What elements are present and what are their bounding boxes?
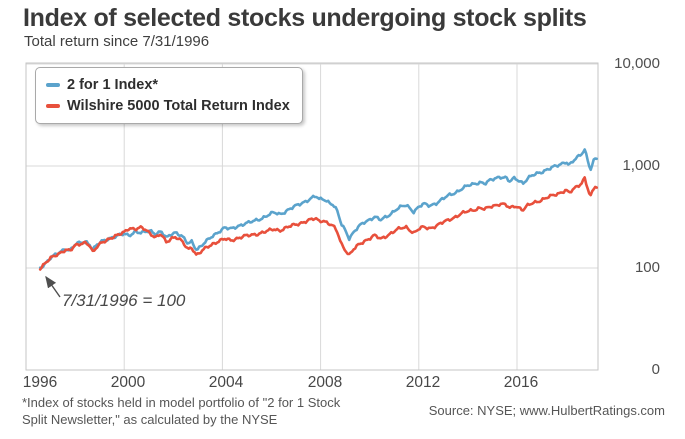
x-axis-tick-label: 2012 xyxy=(405,374,441,391)
source-credit: Source: NYSE; www.HulbertRatings.com xyxy=(428,403,665,418)
y-axis-tick-label: 10,000 xyxy=(614,55,660,72)
x-axis-tick-label: 2004 xyxy=(208,374,244,391)
plot-border xyxy=(25,62,599,371)
annotation-arrow-icon xyxy=(45,275,61,298)
x-axis-tick-label: 2016 xyxy=(503,374,539,391)
x-axis-tick-label: 2008 xyxy=(307,374,343,391)
base-value-annotation: 7/31/1996 = 100 xyxy=(62,291,186,310)
legend-swatch-2for1-icon xyxy=(46,82,60,87)
series-line-2for1 xyxy=(38,148,598,270)
legend-swatch-wilshire-icon xyxy=(46,103,60,108)
y-axis-tick-label: 1,000 xyxy=(622,157,660,174)
footnote: *Index of stocks held in model portfolio… xyxy=(22,395,340,429)
series-line-wilshire xyxy=(38,176,598,271)
chart-title: Index of selected stocks undergoing stoc… xyxy=(23,4,587,32)
x-axis-tick-label: 2000 xyxy=(110,374,146,391)
legend-item-wilshire: Wilshire 5000 Total Return Index xyxy=(46,95,290,116)
legend-label-wilshire: Wilshire 5000 Total Return Index xyxy=(67,97,290,114)
footnote-line-2: Split Newsletter," as calculated by the … xyxy=(22,411,278,427)
legend-label-2for1: 2 for 1 Index* xyxy=(67,76,159,93)
y-axis-tick-label: 0 xyxy=(651,361,660,378)
footnote-line-1: *Index of stocks held in model portfolio… xyxy=(22,395,341,410)
legend: 2 for 1 Index* Wilshire 5000 Total Retur… xyxy=(35,67,303,124)
y-axis-tick-label: 100 xyxy=(634,259,660,276)
legend-item-2for1: 2 for 1 Index* xyxy=(46,74,290,95)
x-axis-tick-label: 1996 xyxy=(22,374,58,391)
chart-subtitle: Total return since 7/31/1996 xyxy=(24,33,210,50)
